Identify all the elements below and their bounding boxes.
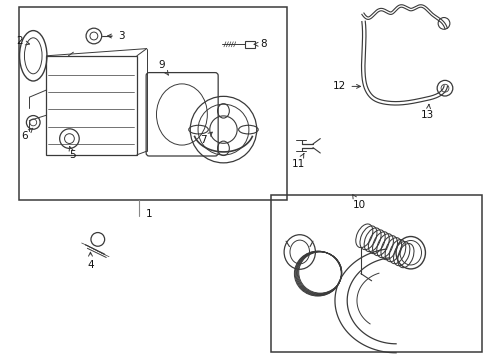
Text: 7: 7: [199, 132, 212, 145]
Text: 4: 4: [87, 252, 94, 270]
Text: 13: 13: [420, 104, 434, 120]
Text: 11: 11: [291, 153, 305, 169]
Text: 3: 3: [107, 31, 124, 41]
Text: 12: 12: [332, 81, 360, 91]
Text: 2: 2: [16, 36, 29, 46]
Text: 6: 6: [21, 128, 33, 141]
Text: 10: 10: [352, 194, 365, 210]
Bar: [244, 41, 255, 48]
Text: 9: 9: [158, 60, 168, 75]
Text: 8: 8: [254, 39, 267, 49]
Text: 5: 5: [69, 147, 76, 160]
Bar: [271, 195, 481, 352]
Bar: [19, 7, 286, 200]
Bar: [46, 56, 137, 155]
Text: 1: 1: [145, 209, 152, 219]
